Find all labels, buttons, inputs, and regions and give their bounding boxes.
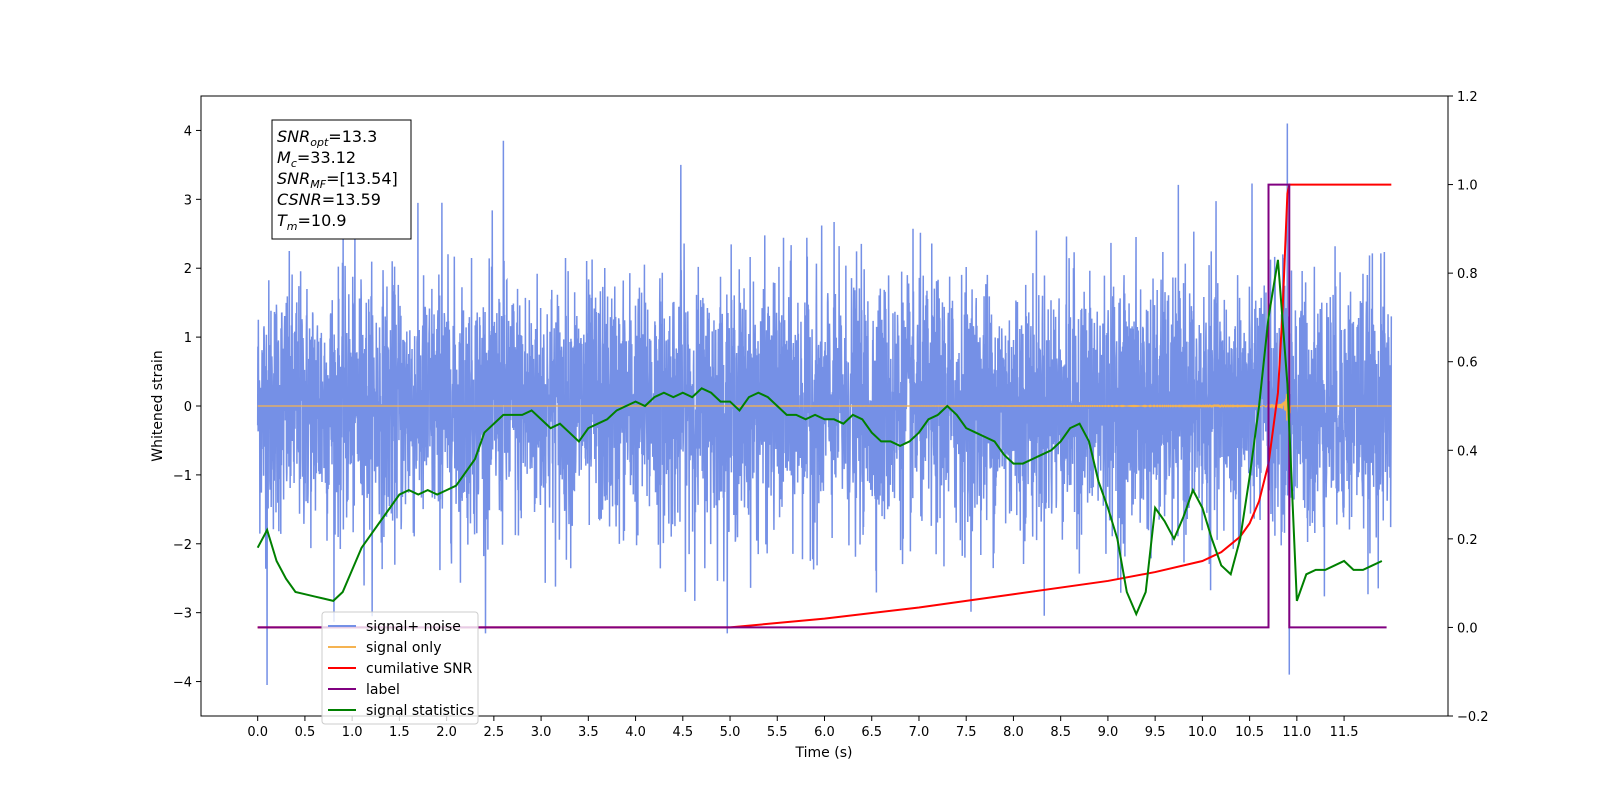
x-tick-label: 5.5 <box>767 725 788 740</box>
series-cumilative-snr-line <box>257 183 1392 629</box>
legend-label: cumilative SNR <box>366 661 473 677</box>
annotation-line: Mc=33.12 <box>277 148 356 170</box>
x-tick-label: 4.0 <box>625 725 646 740</box>
x-tick-label: 7.5 <box>956 725 977 740</box>
x-tick-label: 7.0 <box>909 725 930 740</box>
series-signal-only-line <box>257 393 1392 421</box>
series-signal-statistics-line <box>256 259 1383 617</box>
signal-only-series <box>257 393 1392 421</box>
legend-label: signal+ noise <box>366 619 461 635</box>
annotation-line: SNRopt=13.3 <box>277 127 377 149</box>
y-tick-label: 3 <box>184 193 192 208</box>
x-tick-label: 11.5 <box>1330 725 1359 740</box>
y2-tick-label: 1.0 <box>1457 179 1478 194</box>
y-axis-label: Whitened strain <box>150 350 166 461</box>
x-tick-label: 6.5 <box>861 725 882 740</box>
y2-tick-label: 0.8 <box>1457 267 1478 282</box>
signal-noise-series <box>256 123 1393 686</box>
legend-label: label <box>366 682 400 698</box>
x-tick-label: 0.5 <box>295 725 316 740</box>
y2-tick-label: −0.2 <box>1457 710 1489 725</box>
annotation-box: SNRopt=13.3Mc=33.12SNRMF=[13.54]CSNR=13.… <box>271 119 412 240</box>
x-tick-label: 11.0 <box>1282 725 1311 740</box>
y2-tick-label: 0.6 <box>1457 356 1478 371</box>
legend: signal+ noise signal only cumilative SNR la… <box>321 611 479 725</box>
x-tick-label: 2.5 <box>484 725 505 740</box>
right-axis-series <box>256 183 1392 629</box>
x-tick-label: 4.5 <box>672 725 693 740</box>
annotation-line: CSNR=13.59 <box>277 190 381 209</box>
legend-label: signal only <box>366 640 441 656</box>
y2-tick-label: 0.2 <box>1457 533 1478 548</box>
legend-label: signal statistics <box>366 703 474 719</box>
series-label-line <box>257 183 1387 629</box>
x-axis-ticks: 0.0 0.5 1.0 1.5 2.0 2.5 3.0 3.5 4.0 4.5 5.0 5.5 6.0 6… <box>247 716 1359 740</box>
x-tick-label: 0.0 <box>247 725 268 740</box>
x-tick-label: 8.5 <box>1050 725 1071 740</box>
x-tick-label: 10.0 <box>1188 725 1217 740</box>
x-tick-label: 3.5 <box>578 725 599 740</box>
y-tick-label: −4 <box>173 676 192 691</box>
y2-axis-ticks: 1.2 1.0 0.8 0.6 0.4 0.2 0.0 −0.2 <box>1448 90 1489 725</box>
x-tick-label: 1.0 <box>342 725 363 740</box>
y-tick-label: 0 <box>184 400 192 415</box>
y-tick-label: −2 <box>173 538 192 553</box>
x-tick-label: 1.5 <box>389 725 410 740</box>
x-axis-label: Time (s) <box>795 745 853 761</box>
y-tick-label: −3 <box>173 607 192 622</box>
annotation-line: Tm=10.9 <box>277 211 347 233</box>
y-axis-ticks: 4 3 2 1 0 −1 −2 −3 −4 <box>173 124 201 691</box>
x-tick-label: 9.0 <box>1098 725 1119 740</box>
series-signal-noise-line <box>256 123 1393 686</box>
annotation-line: SNRMF=[13.54] <box>277 169 398 191</box>
x-tick-label: 3.0 <box>531 725 552 740</box>
x-tick-label: 6.0 <box>814 725 835 740</box>
y-tick-label: −1 <box>173 469 192 484</box>
y2-tick-label: 0.4 <box>1457 444 1478 459</box>
x-tick-label: 10.5 <box>1235 725 1264 740</box>
x-tick-label: 9.5 <box>1145 725 1166 740</box>
x-tick-label: 8.0 <box>1003 725 1024 740</box>
x-tick-label: 5.0 <box>720 725 741 740</box>
y2-tick-label: 1.2 <box>1457 90 1478 105</box>
y2-tick-label: 0.0 <box>1457 621 1478 636</box>
x-tick-label: 2.0 <box>436 725 457 740</box>
y-tick-label: 2 <box>184 262 192 277</box>
y-tick-label: 4 <box>184 124 192 139</box>
legend-box <box>321 611 479 725</box>
y-tick-label: 1 <box>184 331 192 346</box>
